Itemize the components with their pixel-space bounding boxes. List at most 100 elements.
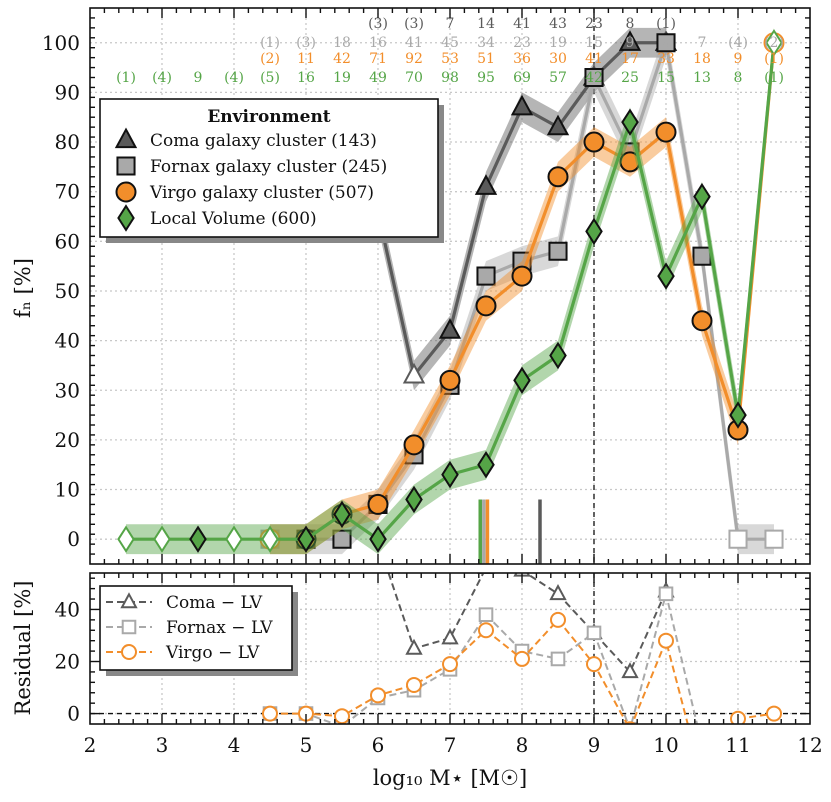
count-label: 8 [734, 70, 743, 86]
data-point [476, 266, 496, 286]
data-point [297, 525, 315, 553]
x-tick-label: 5 [300, 733, 313, 757]
residual-point [441, 628, 459, 645]
legend-marker-square [116, 156, 136, 176]
count-label: 18 [333, 35, 351, 51]
count-label: (3) [404, 16, 424, 32]
residual-point [370, 687, 386, 704]
legend-marker-circle [115, 181, 137, 203]
count-label: (1) [764, 70, 784, 86]
count-label: (1) [656, 16, 676, 32]
count-label: 25 [621, 70, 639, 86]
bottom-legend: Coma − LV Fornax − LV Virgo − LV [99, 585, 298, 676]
y-tick-label: 90 [55, 80, 80, 104]
count-label: (2) [764, 35, 784, 51]
y-tick-label: 50 [55, 279, 80, 303]
data-point [438, 318, 462, 339]
count-label: 16 [369, 35, 387, 51]
data-point [549, 341, 567, 370]
data-point [728, 529, 748, 549]
data-point [548, 241, 568, 261]
count-label: 19 [549, 35, 567, 51]
count-label: 18 [693, 51, 711, 67]
count-label: (1) [764, 51, 784, 67]
data-point [655, 121, 677, 143]
x-tick-label: 4 [228, 733, 241, 757]
data-point [618, 30, 642, 51]
count-label: 9 [734, 51, 743, 67]
count-label: 41 [405, 35, 423, 51]
data-point [189, 525, 207, 553]
count-label: 69 [513, 70, 531, 86]
data-point [405, 485, 423, 514]
x-tick-label: 12 [797, 733, 822, 757]
count-label: (5) [260, 70, 280, 86]
count-label: 42 [585, 70, 603, 86]
x-tick-label: 2 [84, 733, 97, 757]
data-point [403, 434, 425, 456]
count-label: 49 [369, 70, 387, 86]
data-point [441, 460, 459, 489]
residual-point [514, 650, 530, 667]
residual-series-square [262, 586, 699, 724]
data-point [513, 366, 531, 395]
legend-marker-diamond [117, 204, 135, 232]
count-label: 19 [333, 70, 351, 86]
y-tick-label: 40 [55, 329, 80, 353]
count-label: 14 [477, 16, 495, 32]
count-label: 9 [194, 70, 203, 86]
data-point [546, 114, 570, 136]
legend-label: Fornax − LV [166, 618, 273, 638]
count-label: 71 [369, 51, 387, 67]
count-label: 57 [549, 70, 567, 86]
residual-point [695, 772, 709, 786]
residual-point [406, 676, 422, 693]
legend-marker-circle [121, 644, 137, 660]
data-point [332, 529, 352, 549]
count-label: 70 [405, 70, 423, 86]
count-label: 23 [513, 35, 531, 51]
y-tick-label: 60 [55, 229, 80, 253]
y-tick-label: 10 [55, 478, 80, 502]
data-point [402, 362, 426, 384]
x-tick-label: 9 [588, 733, 601, 757]
count-label: 92 [405, 51, 423, 67]
data-point [656, 33, 676, 53]
count-label: 41 [513, 16, 531, 32]
count-label: 7 [698, 35, 707, 51]
count-label: 15 [585, 35, 603, 51]
data-point [764, 529, 784, 549]
residual-point [658, 632, 674, 649]
data-point [657, 262, 675, 290]
legend-label: Virgo galaxy cluster (507) [149, 183, 374, 203]
data-point [153, 525, 171, 553]
count-label: (1) [116, 70, 136, 86]
data-point [369, 525, 387, 553]
x-tick-label: 10 [653, 733, 678, 757]
count-label: (3) [368, 16, 388, 32]
residual-point [334, 708, 350, 724]
data-point [692, 246, 712, 266]
count-label: (1) [260, 35, 280, 51]
y-tick-label: 30 [55, 378, 80, 402]
residual-point [405, 638, 423, 655]
data-point [477, 450, 495, 479]
x-tick-label: 3 [156, 733, 169, 757]
legend-box [99, 98, 439, 238]
data-point [333, 500, 351, 529]
count-label: 51 [477, 51, 495, 67]
count-label: (4) [152, 70, 172, 86]
count-label: 98 [441, 70, 459, 86]
count-label: 7 [446, 16, 455, 32]
count-label: 9 [626, 35, 635, 51]
residual-point [550, 651, 566, 667]
data-point [729, 401, 747, 429]
count-label: 13 [693, 70, 711, 86]
legend-marker-triangle [120, 592, 138, 609]
x-tick-label: 7 [444, 733, 457, 757]
residual-point [586, 625, 602, 641]
data-point [584, 67, 604, 88]
count-label: 43 [549, 16, 567, 32]
count-label: 15 [657, 70, 675, 86]
data-point [510, 94, 534, 116]
